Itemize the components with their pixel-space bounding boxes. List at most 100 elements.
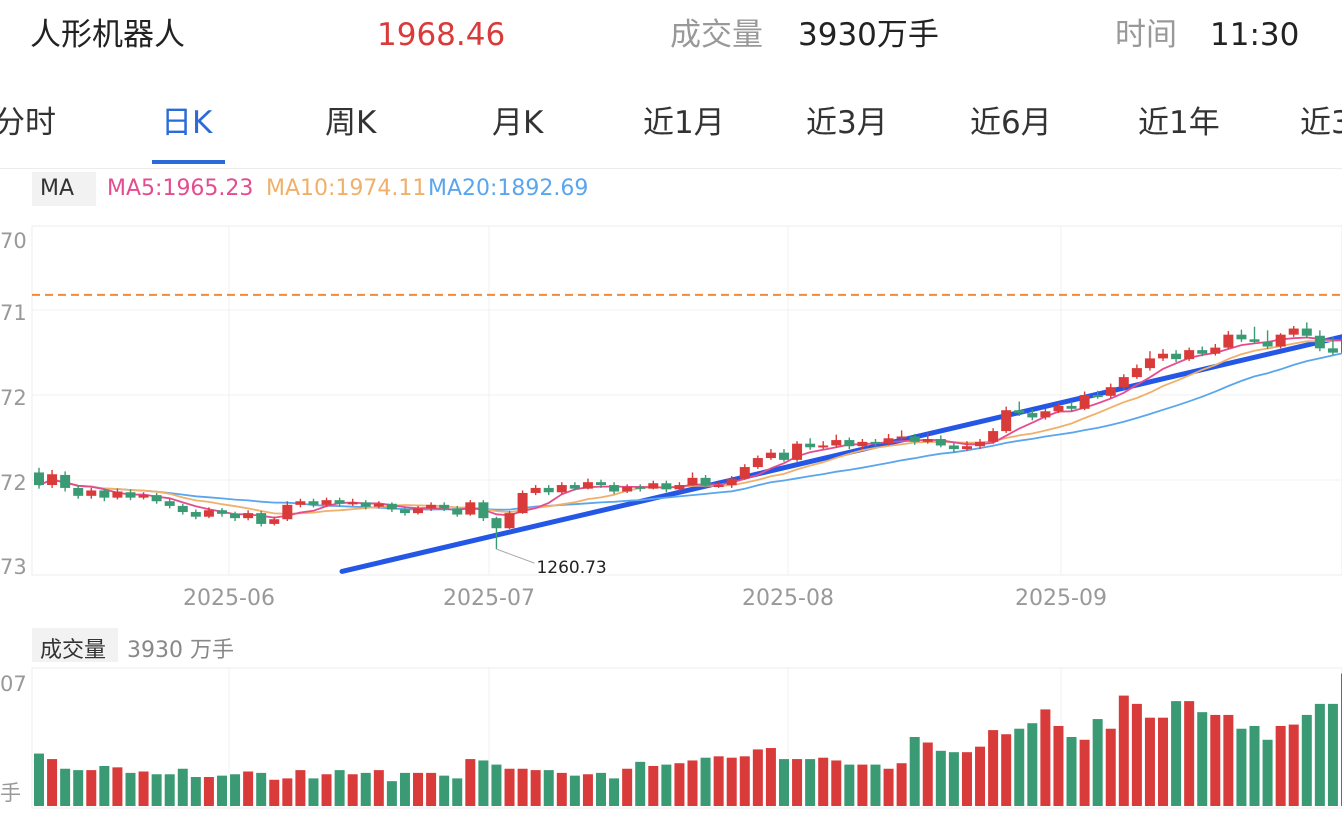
- candle-body: [491, 518, 502, 529]
- candle-body: [752, 458, 763, 468]
- volume-bar: [1027, 723, 1038, 806]
- volume-bar: [151, 774, 162, 806]
- candle: [504, 510, 515, 529]
- tab-1-month[interactable]: 近1月: [643, 105, 725, 141]
- tab-intraday[interactable]: 分时: [0, 105, 56, 141]
- candle: [177, 503, 188, 515]
- volume-bar: [765, 748, 776, 806]
- candle: [334, 497, 345, 507]
- volume-selector[interactable]: [32, 628, 118, 662]
- candle: [622, 484, 633, 493]
- volume-bar: [922, 742, 933, 806]
- ma10-value: MA10:1974.11: [266, 176, 427, 201]
- candle: [282, 501, 293, 522]
- candle: [700, 474, 711, 488]
- candle: [831, 434, 842, 448]
- volume-bar: [988, 730, 999, 806]
- volume-bar: [334, 770, 345, 806]
- volume-bar: [1158, 717, 1169, 806]
- candle-body: [190, 512, 201, 517]
- volume-bar: [243, 771, 254, 806]
- candle-body: [713, 485, 724, 488]
- candle-body: [569, 485, 580, 489]
- volume-bar: [112, 767, 123, 806]
- tab-monthly-k[interactable]: 月K: [492, 105, 544, 141]
- candle-body: [347, 502, 358, 505]
- ma20-line: [38, 352, 1342, 511]
- candle-body: [1053, 405, 1064, 412]
- candle-body: [164, 501, 175, 506]
- tab-weekly-k[interactable]: 周K: [325, 105, 377, 141]
- candle-body: [700, 477, 711, 486]
- volume-bar: [47, 759, 58, 806]
- tab-daily-k[interactable]: 日K: [161, 105, 213, 141]
- tab-3-years[interactable]: 近3: [1300, 105, 1342, 141]
- volume-bar: [805, 759, 816, 806]
- candle: [948, 442, 959, 453]
- volume-bar: [831, 760, 842, 806]
- candle: [543, 485, 554, 496]
- time-label: 时间: [1115, 17, 1177, 53]
- volume-bar: [648, 765, 659, 806]
- candles: [34, 322, 1342, 550]
- candle-body: [648, 483, 659, 489]
- candle-body: [256, 513, 267, 524]
- volume-axis-bottom: 手: [0, 781, 21, 805]
- tab-1-year[interactable]: 近1年: [1138, 105, 1220, 141]
- candle-body: [478, 502, 489, 519]
- candle: [190, 509, 201, 520]
- volume-bar: [190, 777, 201, 806]
- candle-body: [203, 510, 214, 517]
- index-name: 人形机器人: [30, 17, 185, 53]
- volume-bar: [687, 760, 698, 806]
- y-tick-label: 72: [0, 471, 27, 495]
- volume-bar: [1327, 703, 1338, 806]
- volume-bar: [439, 775, 450, 806]
- ma5-line: [38, 336, 1342, 519]
- candle: [86, 487, 97, 499]
- candle: [1092, 390, 1103, 399]
- candle-body: [1144, 358, 1155, 369]
- volume-bar: [752, 749, 763, 806]
- candle: [739, 464, 750, 480]
- tab-3-months[interactable]: 近3月: [806, 105, 888, 141]
- volume-bar: [360, 772, 371, 806]
- candle: [452, 505, 463, 517]
- candle: [1053, 403, 1064, 414]
- candle-body: [439, 504, 450, 509]
- candle: [1210, 344, 1221, 356]
- candle: [805, 438, 816, 450]
- candle: [1105, 383, 1116, 398]
- y-axis-labels: 70 71 72 72 73: [0, 229, 27, 579]
- candle-body: [295, 501, 306, 505]
- volume-bar: [282, 778, 293, 806]
- volume-bar: [295, 770, 306, 806]
- candle: [34, 467, 44, 489]
- candle-body: [1327, 348, 1338, 353]
- ma-selector[interactable]: [32, 172, 96, 206]
- y-tick-label: 70: [0, 229, 27, 253]
- candle-body: [1171, 353, 1182, 360]
- quote-header: 人形机器人 1968.46 成交量 3930万手 时间 11:30: [0, 0, 1342, 72]
- candle-body: [896, 436, 907, 439]
- y-tick-label: 73: [0, 555, 27, 579]
- volume-bar: [452, 778, 463, 806]
- candle-body: [517, 492, 528, 514]
- volume-bar: [73, 770, 84, 806]
- candle: [556, 482, 567, 495]
- tab-6-months[interactable]: 近6月: [970, 105, 1052, 141]
- candle: [1144, 351, 1155, 371]
- candle: [138, 492, 149, 500]
- volume-value: 3930万手: [798, 17, 939, 53]
- candle-body: [504, 513, 515, 529]
- volume-bar: [1040, 709, 1051, 806]
- candle-body: [177, 505, 188, 513]
- candle: [1301, 322, 1312, 339]
- candle-body: [582, 482, 593, 489]
- volume-bar: [1184, 701, 1195, 806]
- candle: [230, 511, 241, 522]
- candle-body: [1092, 395, 1103, 398]
- candle: [112, 488, 123, 500]
- candle: [609, 482, 620, 495]
